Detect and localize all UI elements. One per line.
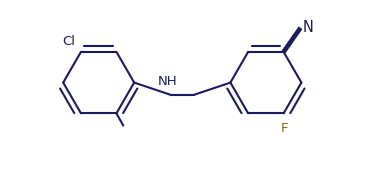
- Text: F: F: [280, 122, 288, 135]
- Text: Cl: Cl: [63, 35, 75, 48]
- Text: N: N: [303, 20, 314, 35]
- Text: NH: NH: [158, 75, 178, 88]
